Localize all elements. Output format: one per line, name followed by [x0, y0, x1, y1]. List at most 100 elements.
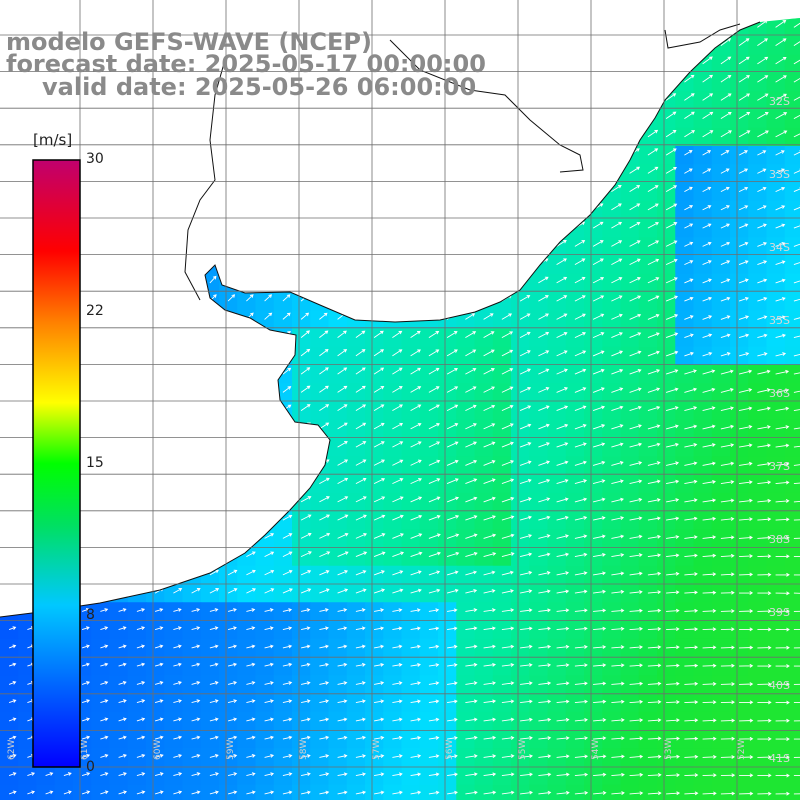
wind-speed-cell [36, 109, 56, 129]
wind-arrow [392, 276, 402, 284]
wind-arrow [720, 351, 731, 357]
wind-arrow [720, 406, 734, 412]
wind-arrow [26, 147, 32, 156]
wind-speed-cell [419, 273, 439, 293]
wind-arrow [337, 367, 348, 375]
wind-arrow [191, 239, 198, 247]
wind-arrow [592, 424, 606, 430]
wind-arrow [501, 331, 514, 338]
wind-arrow [319, 239, 327, 247]
wind-arrow [337, 626, 348, 631]
wind-arrow [775, 480, 790, 485]
wind-arrow [209, 385, 218, 393]
wind-arrow [154, 532, 164, 539]
wind-arrow [100, 459, 108, 466]
wind-arrow [392, 313, 402, 320]
wind-speed-cell [383, 182, 403, 202]
wind-arrow [629, 590, 643, 594]
wind-arrow [100, 440, 108, 448]
wind-speed-cell [127, 784, 147, 800]
wind-arrow [410, 184, 419, 192]
wind-arrow [154, 459, 163, 466]
wind-speed-cell [419, 164, 439, 184]
wind-speed-cell [438, 292, 457, 311]
wind-arrow [611, 276, 623, 284]
wind-speed-cell [200, 219, 220, 238]
wind-arrow [684, 535, 698, 540]
wind-arrow [483, 276, 494, 284]
wind-speed-cell [565, 36, 585, 56]
wind-arrow [720, 93, 732, 101]
wind-arrow [63, 19, 68, 28]
wind-arrow [538, 423, 550, 430]
wind-speed-cell [182, 18, 202, 19]
wind-arrow [392, 1, 397, 9]
wind-arrow [227, 202, 235, 211]
wind-arrow [136, 422, 145, 430]
wind-speed-cell [36, 18, 56, 19]
wind-speed-cell [438, 18, 457, 19]
wind-speed-cell [620, 18, 640, 19]
wind-arrow [775, 278, 786, 284]
wind-arrow [410, 459, 422, 466]
wind-arrow [501, 111, 511, 119]
wind-arrow [465, 258, 475, 265]
wind-arrow [629, 350, 642, 357]
wind-speed-cell [584, 109, 603, 129]
wind-arrow [428, 588, 441, 594]
wind-arrow [483, 386, 495, 393]
wind-arrow [538, 276, 549, 284]
wind-arrow [720, 19, 731, 28]
wind-arrow [8, 166, 14, 174]
wind-arrow [611, 258, 623, 265]
wind-speed-cell [237, 784, 257, 800]
wind-arrow [410, 147, 419, 156]
wind-speed-cell [529, 18, 549, 19]
wind-arrow [373, 110, 381, 119]
wind-arrow [501, 202, 512, 211]
wind-arrow [519, 570, 533, 576]
wind-speed-cell [200, 328, 220, 348]
wind-speed-cell [127, 511, 147, 530]
longitude-label: 58W [299, 740, 309, 760]
wind-arrow [209, 312, 217, 320]
wind-arrow [538, 74, 547, 83]
wind-arrow [684, 461, 698, 466]
wind-speed-cell [365, 310, 384, 330]
wind-speed-cell [200, 164, 220, 184]
wind-speed-cell [127, 346, 147, 366]
wind-arrow [592, 92, 603, 101]
wind-arrow [264, 129, 271, 138]
wind-speed-cell [146, 255, 165, 275]
wind-speed-cell [164, 511, 184, 530]
wind-arrow [136, 257, 143, 265]
wind-arrow [793, 591, 800, 596]
wind-arrow [446, 459, 459, 466]
wind-speed-cell [91, 492, 111, 512]
wind-arrow [246, 184, 253, 192]
wind-arrow [64, 2, 67, 9]
wind-speed-cell [638, 18, 658, 38]
wind-arrow [720, 572, 735, 577]
wind-arrow [100, 2, 103, 9]
wind-arrow [574, 571, 588, 576]
wind-arrow [738, 56, 750, 65]
wind-arrow [246, 422, 255, 430]
wind-arrow [27, 440, 34, 448]
wind-arrow [282, 367, 292, 375]
wind-arrow [265, 2, 269, 10]
wind-arrow [446, 129, 456, 138]
wind-arrow [337, 459, 349, 466]
wind-speed-cell [383, 127, 403, 147]
wind-speed-cell [419, 146, 439, 165]
wind-arrow [665, 166, 677, 174]
wind-speed-cell [127, 255, 147, 275]
wind-arrow [428, 478, 441, 485]
wind-arrow [702, 553, 717, 558]
wind-arrow [611, 111, 621, 119]
wind-arrow [665, 148, 677, 156]
wind-speed-cell [109, 346, 129, 366]
wind-speed-cell [657, 54, 676, 74]
wind-speed-cell [784, 346, 800, 366]
wind-speed-cell [127, 328, 147, 348]
